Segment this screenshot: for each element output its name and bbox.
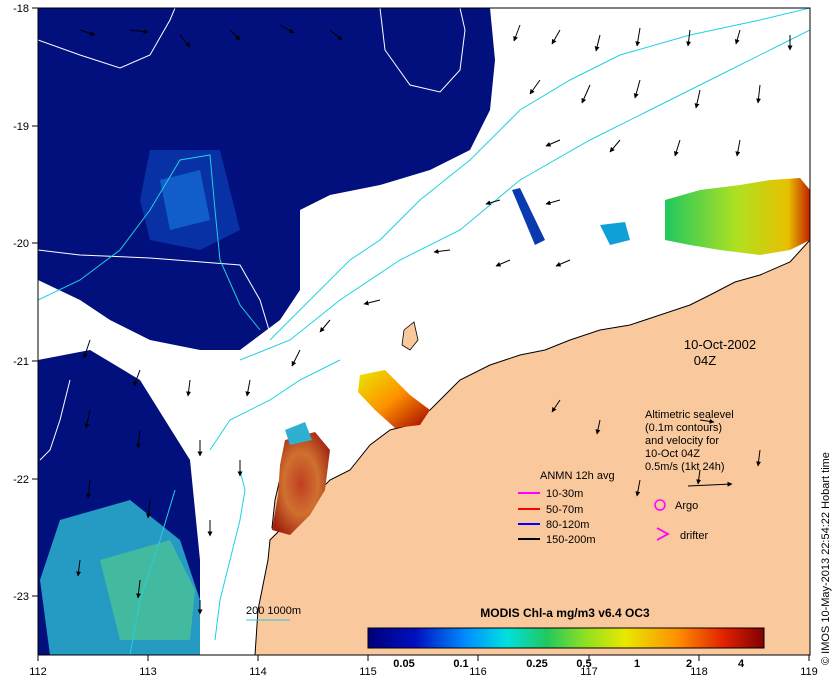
colorbar-tick-label: 0.25 bbox=[526, 658, 547, 670]
land-mainland bbox=[254, 239, 810, 655]
lat-tick-label: -19 bbox=[13, 121, 29, 133]
velocity-scale-arrow bbox=[687, 481, 733, 487]
lat-tick-label: -23 bbox=[13, 591, 29, 603]
lon-tick-label: 119 bbox=[800, 666, 818, 678]
anmn-label-2: 80-120m bbox=[546, 519, 589, 531]
marker-legend: Argo drifter bbox=[654, 499, 708, 542]
lon-tick-label: 118 bbox=[690, 666, 708, 678]
chl-patch-exmouth bbox=[272, 432, 330, 535]
colorbar-tick-label: 0.5 bbox=[576, 658, 591, 670]
credit-label: © IMOS 10-May-2013 22:54:22 Hobart time bbox=[820, 452, 832, 665]
colorbar: MODIS Chl-a mg/m3 v6.4 OC3 0.05 0.1 0.25 0.… bbox=[367, 606, 765, 670]
map-plot-area bbox=[38, 8, 810, 655]
sea-level-contours bbox=[38, 8, 466, 461]
lon-tick-label: 113 bbox=[139, 666, 157, 678]
lat-tick-label: -21 bbox=[13, 356, 29, 368]
latitude-axis: -18 -19 -20 -21 -22 -23 bbox=[13, 3, 38, 603]
colorbar-ticks: 0.05 0.1 0.25 0.5 1 2 4 bbox=[393, 658, 745, 670]
drifter-label: drifter bbox=[680, 530, 708, 542]
anmn-title: ANMN 12h avg bbox=[540, 470, 615, 482]
colorbar-tick-label: 1 bbox=[634, 658, 640, 670]
lon-tick-label: 112 bbox=[29, 666, 47, 678]
colorbar-tick-label: 0.1 bbox=[453, 658, 468, 670]
date-label: 10-Oct-2002 bbox=[684, 337, 756, 352]
chl-patch-exmouth-top bbox=[285, 422, 312, 445]
time-label: 04Z bbox=[694, 353, 716, 368]
chl-patch-dampier bbox=[665, 178, 810, 255]
plot-frame bbox=[37, 7, 811, 656]
colorbar-tick-label: 4 bbox=[738, 658, 745, 670]
chl-patch-onslow bbox=[358, 370, 430, 428]
chl-swath-north-patch2 bbox=[160, 170, 210, 230]
chl-patch-small bbox=[600, 222, 630, 245]
anmn-label-3: 150-200m bbox=[546, 534, 596, 546]
argo-label: Argo bbox=[675, 500, 698, 512]
chl-swath-sw-green bbox=[100, 540, 195, 640]
colorbar-tick-label: 0.05 bbox=[393, 658, 414, 670]
chl-swath-north bbox=[38, 8, 495, 350]
anmn-label-0: 10-30m bbox=[546, 488, 583, 500]
altimetry-line-1: Altimetric sealevel bbox=[645, 409, 734, 421]
isobath-legend-label: 200 1000m bbox=[246, 605, 301, 617]
lat-tick-label: -18 bbox=[13, 3, 29, 15]
argo-marker-icon bbox=[654, 499, 666, 511]
anmn-label-1: 50-70m bbox=[546, 504, 583, 516]
lon-tick-label: 114 bbox=[249, 666, 267, 678]
island-barrow bbox=[401, 321, 419, 351]
drifter-marker-icon bbox=[656, 527, 670, 541]
anmn-legend: ANMN 12h avg 10-30m 50-70m 80-120m 150-2… bbox=[518, 470, 615, 546]
colorbar-gradient bbox=[367, 627, 765, 649]
lat-tick-label: -20 bbox=[13, 238, 29, 250]
colorbar-tick-label: 2 bbox=[686, 658, 692, 670]
altimetry-line-2: (0.1m contours) bbox=[645, 422, 722, 434]
isobath-legend: 200 1000m bbox=[246, 605, 301, 621]
altimetry-line-3: and velocity for bbox=[645, 435, 719, 447]
lon-tick-label: 116 bbox=[469, 666, 487, 678]
altimetry-line-5: 0.5m/s (1kt 24h) bbox=[645, 461, 724, 473]
colorbar-title: MODIS Chl-a mg/m3 v6.4 OC3 bbox=[480, 606, 650, 620]
longitude-axis: 112 113 114 115 116 117 118 119 bbox=[29, 655, 818, 678]
altimetry-line-4: 10-Oct 04Z bbox=[645, 448, 700, 460]
lon-tick-label: 115 bbox=[359, 666, 377, 678]
isobath-lines bbox=[38, 8, 810, 655]
velocity-vectors bbox=[76, 24, 793, 615]
lat-tick-label: -22 bbox=[13, 474, 29, 486]
lon-tick-label: 117 bbox=[580, 666, 598, 678]
chl-patch-small2 bbox=[512, 188, 545, 245]
altimetry-legend: Altimetric sealevel (0.1m contours) and … bbox=[645, 409, 734, 487]
